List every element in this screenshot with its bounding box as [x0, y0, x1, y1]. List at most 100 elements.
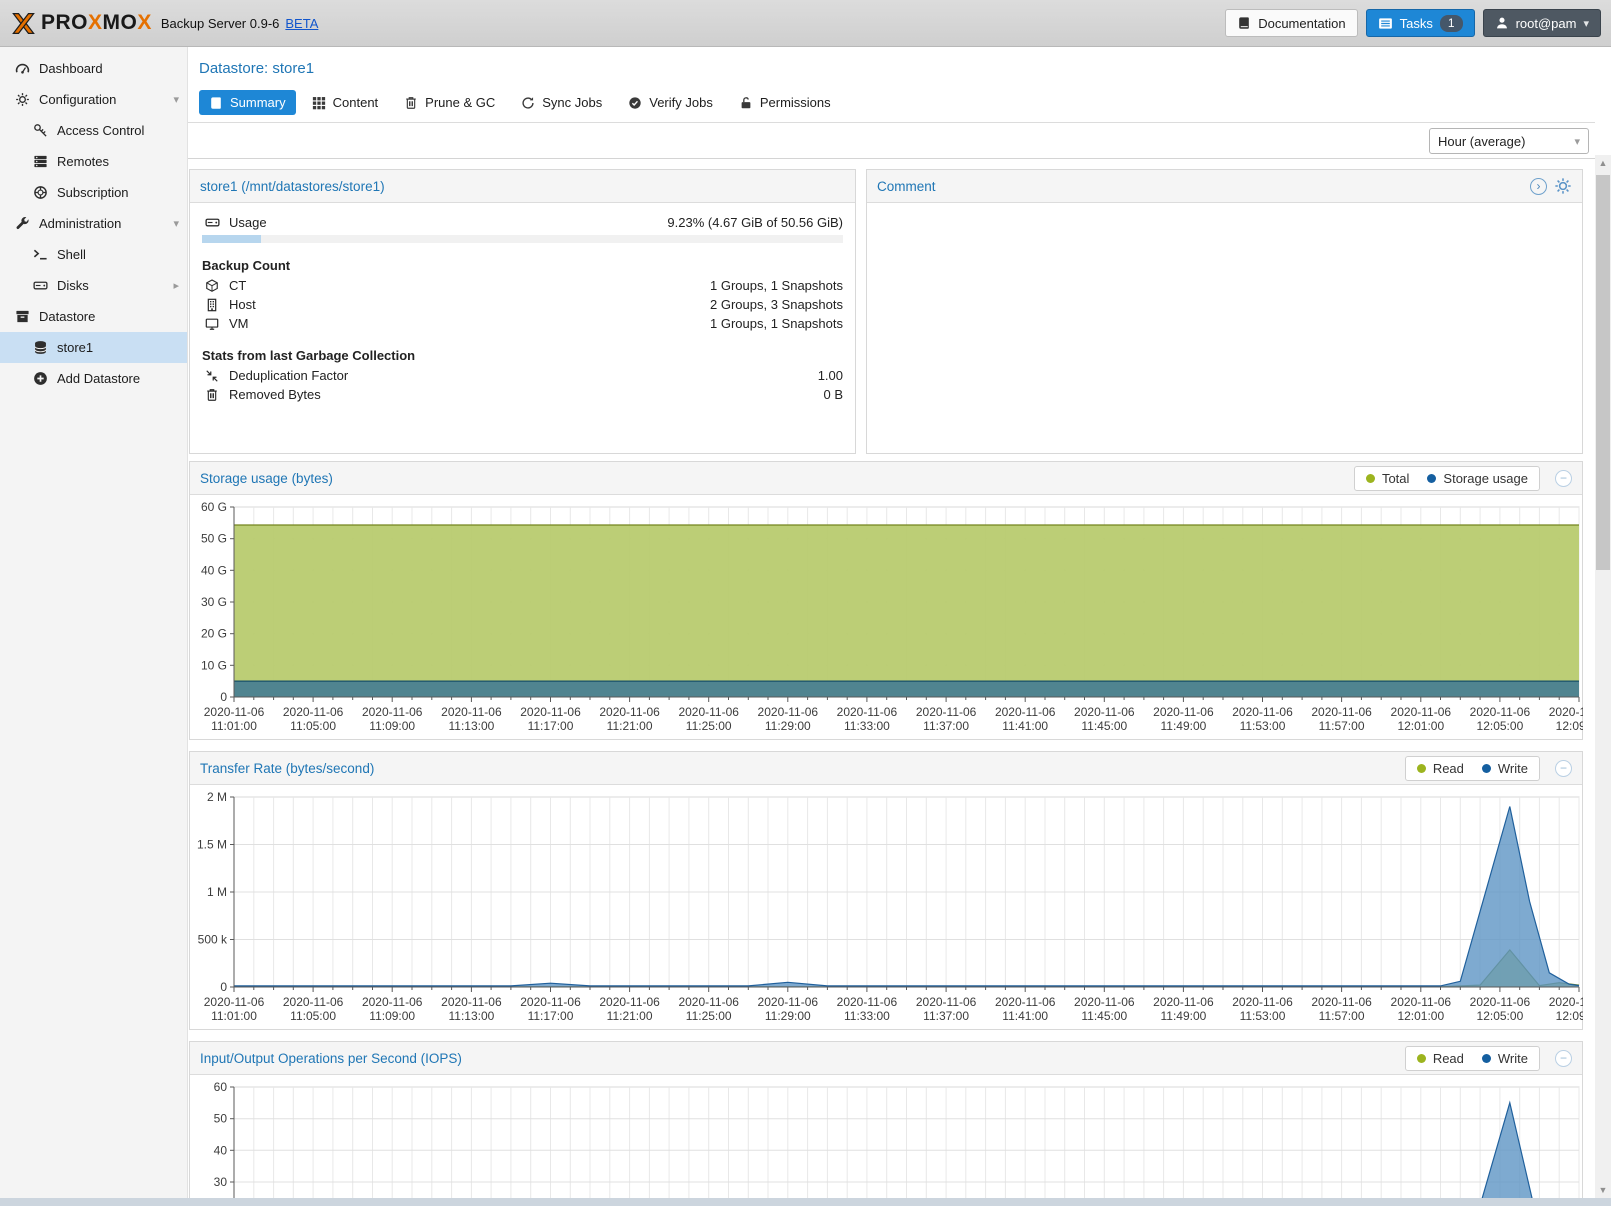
vertical-scrollbar[interactable]: ▲ ▼ [1595, 155, 1611, 1198]
legend-item-read[interactable]: Read [1417, 761, 1464, 776]
sidebar-item-label: Datastore [39, 309, 95, 324]
chevron-down-icon[interactable]: ▾ [173, 217, 179, 230]
sidebar-item-dashboard[interactable]: Dashboard [0, 53, 187, 84]
sidebar-item-disks[interactable]: Disks▸ [0, 270, 187, 301]
proxmox-logo: PROXMOX [10, 10, 152, 37]
tab-prune-gc[interactable]: Prune & GC [394, 90, 505, 115]
tab-verify-jobs[interactable]: Verify Jobs [618, 90, 723, 115]
legend-item-read[interactable]: Read [1417, 1051, 1464, 1066]
legend-dot [1366, 474, 1375, 483]
tab-label: Verify Jobs [649, 95, 713, 110]
svg-text:2020-11-06: 2020-11-06 [441, 705, 502, 719]
svg-text:2020-11-06: 2020-11-06 [1153, 995, 1214, 1009]
legend-item-write[interactable]: Write [1482, 1051, 1528, 1066]
legend-dot [1417, 1054, 1426, 1063]
row-value: 1 Groups, 1 Snapshots [710, 316, 843, 331]
svg-text:2020-11-06: 2020-11-06 [837, 995, 898, 1009]
svg-text:11:37:00: 11:37:00 [923, 719, 969, 733]
tasks-count-badge: 1 [1440, 15, 1463, 32]
row-label: Deduplication Factor [229, 368, 348, 383]
svg-text:0: 0 [220, 690, 227, 704]
beta-link[interactable]: BETA [285, 16, 318, 31]
sidebar-item-access-control[interactable]: Access Control [0, 115, 187, 146]
sidebar: DashboardConfiguration▾Access ControlRem… [0, 47, 188, 1198]
remotes-icon [30, 154, 50, 169]
svg-text:11:13:00: 11:13:00 [448, 1009, 494, 1023]
legend-item-total[interactable]: Total [1366, 471, 1409, 486]
sidebar-item-add-datastore[interactable]: Add Datastore [0, 363, 187, 394]
proxmox-x-icon [10, 10, 37, 37]
svg-text:11:29:00: 11:29:00 [765, 1009, 811, 1023]
svg-text:11:01:00: 11:01:00 [211, 719, 257, 733]
comment-body[interactable] [867, 203, 1582, 453]
sidebar-item-remotes[interactable]: Remotes [0, 146, 187, 177]
chart-legend: Read Write [1405, 1046, 1540, 1071]
collapse-minus-icon[interactable]: − [1555, 1050, 1572, 1067]
user-menu-button[interactable]: root@pam ▾ [1483, 9, 1601, 37]
svg-text:2020-11-06: 2020-11-06 [362, 995, 423, 1009]
trash-icon [404, 96, 418, 110]
chevron-right-icon[interactable]: ▸ [173, 279, 179, 292]
summary-panel-header: store1 (/mnt/datastores/store1) [190, 170, 855, 203]
iops-chart[interactable]: 01020304050602020-11-0611:01:002020-11-0… [190, 1075, 1582, 1198]
usage-value: 9.23% (4.67 GiB of 50.56 GiB) [667, 215, 843, 230]
documentation-button[interactable]: Documentation [1225, 9, 1357, 37]
collapse-minus-icon[interactable]: − [1555, 760, 1572, 777]
svg-text:11:09:00: 11:09:00 [369, 1009, 415, 1023]
sidebar-item-datastore[interactable]: Datastore [0, 301, 187, 332]
row-value: 0 B [823, 387, 843, 402]
legend-item-write[interactable]: Write [1482, 761, 1528, 776]
svg-text:2020-11-06: 2020-11-06 [362, 705, 423, 719]
svg-text:2020-11-06: 2020-11-06 [995, 705, 1056, 719]
transfer-rate-chart[interactable]: 0500 k1 M1.5 M2 M2020-11-0611:01:002020-… [190, 785, 1582, 1029]
time-range-select[interactable]: Hour (average) ▾ [1429, 128, 1589, 154]
svg-text:11:01:00: 11:01:00 [211, 1009, 257, 1023]
tab-summary[interactable]: Summary [199, 90, 296, 115]
scrollbar-thumb[interactable] [1596, 175, 1610, 570]
chart-legend: Read Write [1405, 756, 1540, 781]
svg-text:11:49:00: 11:49:00 [1160, 1009, 1206, 1023]
storage-usage-chart[interactable]: 010 G20 G30 G40 G50 G60 G2020-11-0611:01… [190, 495, 1582, 739]
svg-text:60: 60 [214, 1080, 228, 1094]
gears-icon [12, 92, 32, 107]
database-icon [30, 340, 50, 355]
product-version: Backup Server 0.9-6 [161, 16, 280, 31]
legend-item-storage-usage[interactable]: Storage usage [1427, 471, 1528, 486]
check-circle-icon [628, 96, 642, 110]
scroll-up-arrow[interactable]: ▲ [1595, 155, 1611, 171]
scroll-down-arrow[interactable]: ▼ [1595, 1182, 1611, 1198]
svg-text:12:01:00: 12:01:00 [1397, 1009, 1444, 1023]
tasks-button[interactable]: Tasks 1 [1366, 9, 1475, 37]
svg-text:11:53:00: 11:53:00 [1240, 719, 1286, 733]
trash-icon [202, 388, 222, 402]
legend-dot [1417, 764, 1426, 773]
datastore-summary-panel: store1 (/mnt/datastores/store1) Usage 9.… [189, 169, 856, 454]
gear-icon[interactable] [1554, 177, 1572, 195]
svg-text:11:17:00: 11:17:00 [528, 1009, 574, 1023]
svg-text:10 G: 10 G [201, 658, 227, 672]
chevron-right-circle-icon[interactable]: › [1530, 178, 1547, 195]
sidebar-item-store1[interactable]: store1 [0, 332, 187, 363]
chevron-down-icon: ▾ [1583, 17, 1589, 30]
usage-row: Usage 9.23% (4.67 GiB of 50.56 GiB) [202, 213, 843, 232]
svg-text:2020-11-06: 2020-11-06 [599, 705, 660, 719]
svg-text:2020-11-06: 2020-11-06 [283, 995, 344, 1009]
tab-permissions[interactable]: Permissions [729, 90, 841, 115]
svg-text:11:29:00: 11:29:00 [765, 719, 811, 733]
row-label: Removed Bytes [229, 387, 321, 402]
svg-text:2020-11-06: 2020-11-06 [1153, 705, 1214, 719]
sidebar-item-shell[interactable]: Shell [0, 239, 187, 270]
legend-label: Read [1433, 1051, 1464, 1066]
sidebar-item-configuration[interactable]: Configuration▾ [0, 84, 187, 115]
chevron-down-icon[interactable]: ▾ [173, 93, 179, 106]
tab-sync-jobs[interactable]: Sync Jobs [511, 90, 612, 115]
sidebar-item-administration[interactable]: Administration▾ [0, 208, 187, 239]
chart-title: Transfer Rate (bytes/second) [200, 761, 374, 776]
collapse-minus-icon[interactable]: − [1555, 470, 1572, 487]
unlock-icon [739, 96, 753, 110]
horizontal-scrollbar[interactable] [0, 1198, 1611, 1206]
tab-content[interactable]: Content [302, 90, 389, 115]
toolbar: Hour (average) ▾ [188, 123, 1595, 159]
sidebar-item-subscription[interactable]: Subscription [0, 177, 187, 208]
row-value: 1.00 [818, 368, 843, 383]
